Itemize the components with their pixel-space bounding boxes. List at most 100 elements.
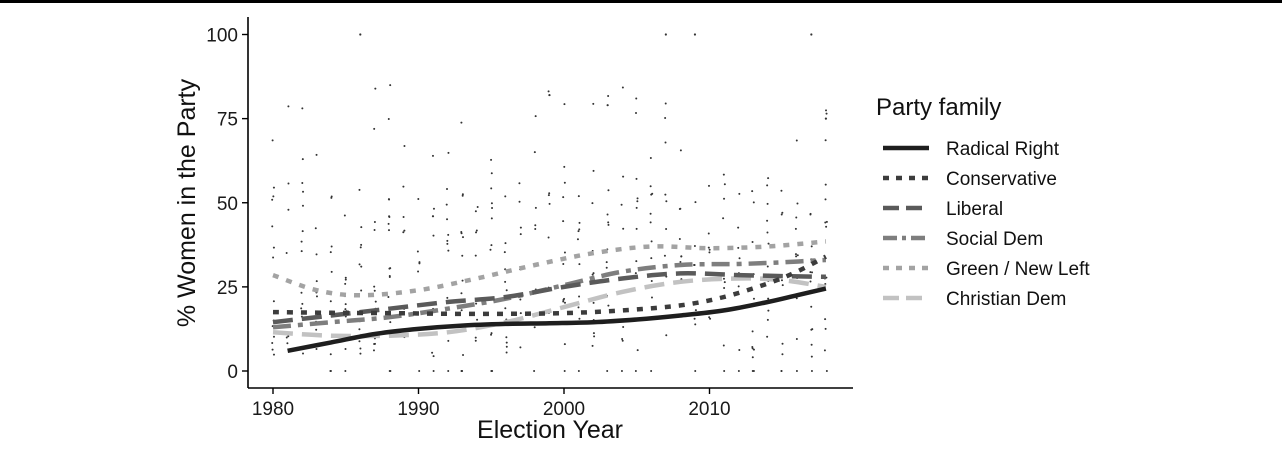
data-point: [723, 286, 726, 289]
data-point: [722, 217, 725, 220]
data-point: [795, 338, 798, 341]
data-point: [360, 289, 363, 292]
data-point: [592, 169, 595, 172]
data-point: [461, 193, 464, 196]
data-point: [607, 223, 610, 226]
data-point: [418, 261, 421, 264]
data-point: [519, 298, 522, 301]
data-point: [388, 267, 391, 270]
trend-lines-layer: [272, 239, 827, 354]
data-point: [301, 107, 304, 110]
data-point: [287, 208, 290, 211]
data-point: [607, 221, 610, 224]
data-point: [461, 194, 464, 197]
data-point: [504, 242, 507, 245]
data-point: [315, 253, 318, 256]
data-point: [519, 233, 522, 236]
data-point: [678, 207, 681, 210]
data-point: [518, 182, 521, 185]
data-point: [460, 292, 463, 295]
data-point: [577, 230, 580, 233]
data-point: [693, 245, 696, 248]
data-point: [432, 215, 435, 218]
data-point: [577, 195, 580, 198]
data-point: [272, 195, 275, 198]
data-point: [387, 229, 390, 232]
data-point: [329, 370, 332, 372]
legend-label-social-dem: Social Dem: [946, 229, 1043, 250]
data-point: [825, 220, 828, 223]
data-point: [693, 33, 697, 36]
data-point: [301, 302, 304, 305]
data-point: [447, 151, 450, 154]
data-point: [373, 289, 376, 292]
data-point: [578, 221, 581, 224]
data-point: [372, 349, 375, 352]
data-point: [344, 308, 347, 311]
data-point: [387, 117, 390, 120]
data-point: [781, 284, 784, 287]
data-point: [751, 190, 754, 193]
data-point: [679, 149, 682, 152]
data-point: [693, 317, 696, 320]
data-point: [447, 339, 450, 342]
data-point: [592, 332, 595, 335]
data-point: [330, 245, 333, 248]
data-point: [825, 225, 828, 228]
data-point: [708, 248, 711, 251]
data-point: [416, 250, 419, 253]
data-point: [301, 181, 304, 184]
legend-items: Radical Right Conservative Liberal Social D…: [883, 139, 1090, 310]
data-point: [402, 215, 405, 218]
data-point: [490, 217, 493, 220]
data-point: [766, 202, 769, 205]
data-point: [548, 93, 551, 97]
data-point: [563, 103, 566, 106]
data-point: [680, 255, 683, 258]
legend-label-radical-right: Radical Right: [946, 139, 1060, 160]
data-point: [591, 344, 594, 347]
data-point: [707, 246, 710, 249]
data-point: [649, 185, 652, 188]
data-point: [475, 231, 478, 234]
data-point: [388, 216, 391, 219]
data-point: [781, 353, 784, 356]
data-point: [271, 198, 274, 201]
data-point: [432, 207, 435, 210]
data-point: [751, 330, 754, 333]
data-point: [446, 218, 449, 221]
data-point: [578, 317, 581, 320]
y-axis-title: % Women in the Party: [173, 78, 201, 327]
data-point: [314, 227, 317, 230]
data-point: [651, 192, 654, 195]
data-point: [649, 157, 652, 160]
data-point: [636, 349, 639, 352]
data-point: [650, 240, 653, 243]
data-point: [635, 227, 638, 230]
data-point: [505, 345, 508, 348]
data-point: [605, 261, 608, 264]
data-point: [301, 158, 304, 161]
data-point: [417, 270, 420, 273]
data-point: [447, 370, 450, 372]
data-point: [359, 33, 362, 36]
data-point: [606, 213, 609, 216]
data-point: [752, 348, 755, 351]
data-point: [592, 272, 595, 275]
data-point: [766, 219, 769, 222]
data-point: [665, 200, 668, 203]
data-point: [635, 97, 638, 100]
data-point: [360, 243, 363, 246]
data-point: [460, 230, 463, 233]
data-point: [534, 115, 537, 118]
data-point: [446, 188, 449, 191]
data-point: [796, 254, 799, 257]
data-point: [824, 117, 828, 120]
data-point: [358, 263, 361, 266]
data-point: [694, 309, 697, 312]
data-point: [272, 335, 275, 338]
data-point: [300, 307, 303, 310]
data-point: [505, 341, 508, 344]
legend-label-conservative: Conservative: [946, 169, 1057, 190]
